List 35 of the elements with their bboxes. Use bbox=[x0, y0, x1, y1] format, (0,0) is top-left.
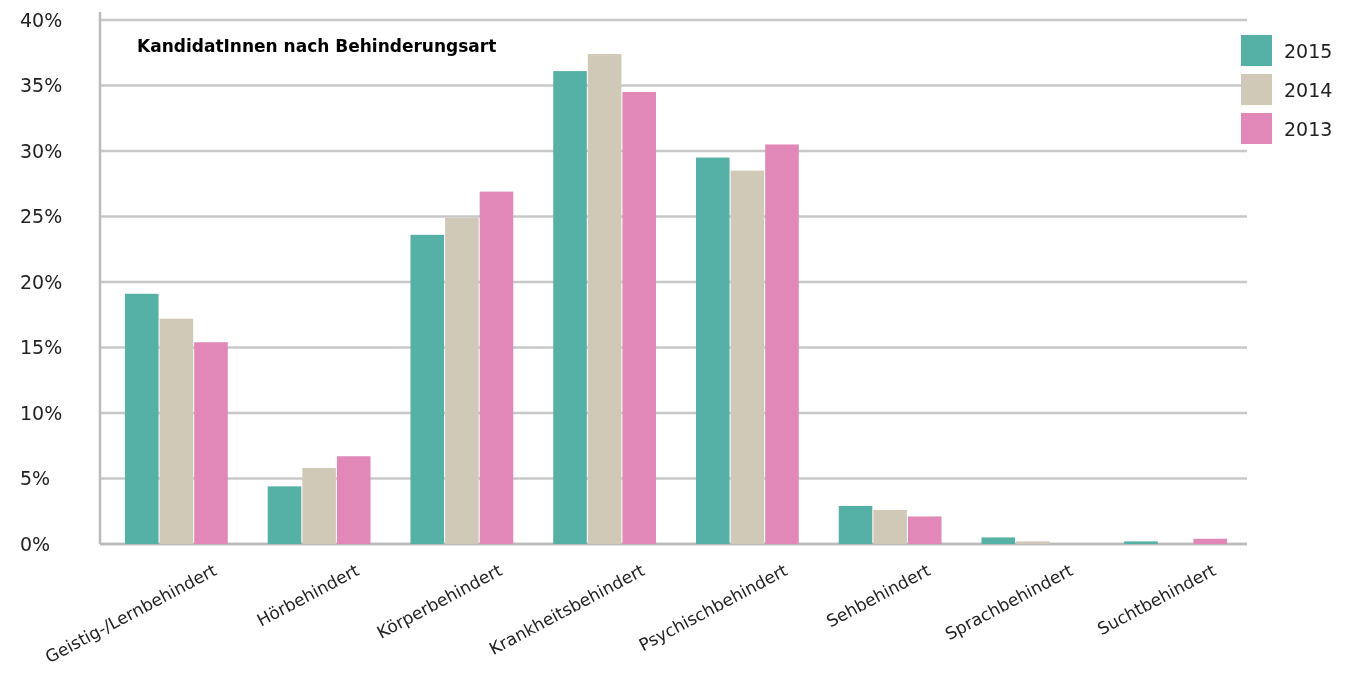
bar bbox=[445, 217, 479, 544]
bar bbox=[124, 293, 159, 544]
legend-label: 2013 bbox=[1284, 117, 1333, 140]
bar bbox=[907, 516, 942, 544]
y-tick-label: 20% bbox=[20, 270, 63, 293]
legend-label: 2014 bbox=[1284, 78, 1333, 101]
text: KandidatInnen nach Behinderungsart bbox=[137, 36, 497, 56]
y-tick-label: 40% bbox=[20, 8, 63, 31]
bar bbox=[159, 318, 194, 544]
legend-label: 2015 bbox=[1284, 39, 1333, 62]
y-tick-label: 15% bbox=[20, 336, 63, 359]
y-tick-label: 5% bbox=[20, 467, 51, 490]
bar bbox=[553, 71, 587, 544]
bar bbox=[1016, 541, 1050, 544]
bar bbox=[1193, 538, 1228, 544]
bar bbox=[765, 144, 799, 544]
bar bbox=[873, 509, 907, 544]
bar bbox=[479, 191, 514, 544]
bar bbox=[302, 468, 336, 544]
y-tick-label: 35% bbox=[20, 74, 63, 97]
y-tick-label: 25% bbox=[20, 205, 63, 228]
bar bbox=[695, 157, 730, 544]
bar bbox=[981, 537, 1016, 544]
bar bbox=[410, 234, 445, 544]
y-tick-label: 10% bbox=[20, 401, 63, 424]
bar bbox=[622, 92, 657, 544]
y-tick-label: 0% bbox=[20, 532, 51, 555]
bar bbox=[1124, 541, 1158, 544]
bar bbox=[838, 506, 873, 544]
bar bbox=[730, 170, 765, 544]
bar bbox=[587, 54, 622, 544]
y-tick-label: 30% bbox=[20, 139, 63, 162]
bar bbox=[336, 456, 371, 544]
bar bbox=[194, 342, 228, 544]
bar bbox=[267, 486, 302, 544]
